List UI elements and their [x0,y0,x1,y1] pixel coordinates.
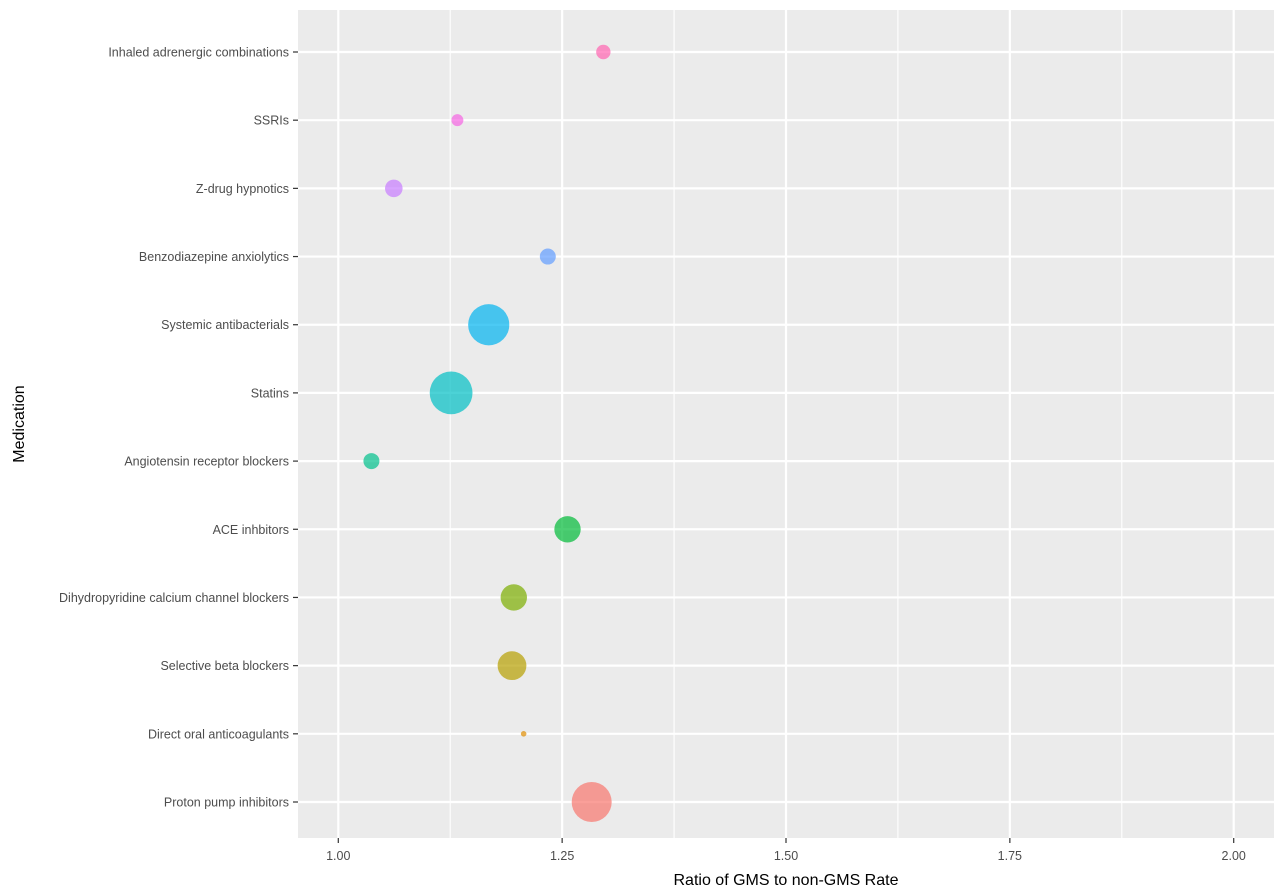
x-tick-label: 1.50 [774,849,798,863]
x-tick-label: 1.25 [550,849,574,863]
y-tick-label: Direct oral anticoagulants [148,727,289,741]
y-axis-title: Medication [11,385,28,462]
x-tick-label: 1.00 [326,849,350,863]
y-tick-label: Selective beta blockers [160,659,289,673]
y-tick-label: Benzodiazepine anxiolytics [139,250,289,264]
data-point [554,516,581,543]
y-tick-label: Proton pump inhibitors [164,796,289,810]
y-axis: Proton pump inhibitors Direct oral antico… [59,46,298,810]
x-tick-label: 1.75 [998,849,1022,863]
data-point [497,651,527,681]
y-tick-label: ACE inhbitors [213,523,289,537]
x-tick-label: 2.00 [1222,849,1246,863]
data-point [385,179,403,198]
data-points [363,44,612,822]
y-tick-label: Systemic antibacterials [161,318,289,332]
data-point [363,453,380,470]
y-tick-label: Dihydropyridine calcium channel blockers [59,591,289,605]
y-tick-label: Z-drug hypnotics [196,182,289,196]
data-point [520,731,527,737]
y-tick-label: Inhaled adrenergic combinations [108,46,289,60]
data-point [596,44,611,60]
data-point [539,248,556,265]
data-point [468,304,510,346]
data-point [429,371,473,415]
y-tick-label: Angiotensin receptor blockers [124,455,289,469]
x-axis-title: Ratio of GMS to non-GMS Rate [674,872,899,889]
y-tick-label: SSRIs [254,114,289,128]
data-point [500,584,527,611]
x-axis: 1.00 1.25 1.50 1.75 2.00 [326,838,1246,863]
y-tick-label: Statins [251,386,289,400]
minor-gridlines [449,10,1123,838]
data-point [451,114,464,127]
data-point [571,782,612,822]
major-gridlines [298,10,1274,838]
